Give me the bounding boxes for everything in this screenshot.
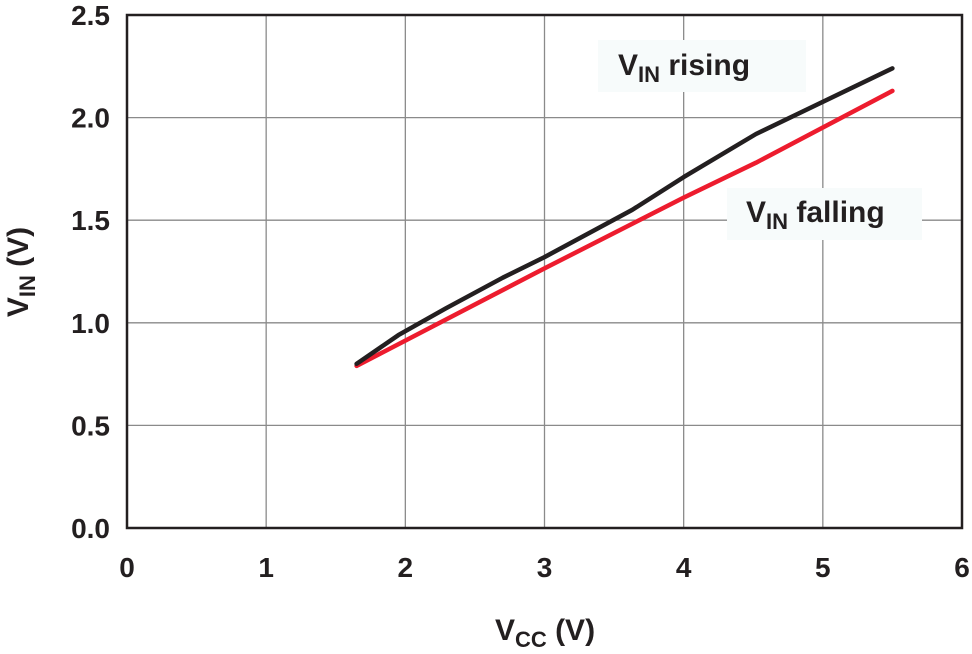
y-tick-label: 2.0 <box>71 103 110 134</box>
x-tick-label: 1 <box>258 552 274 583</box>
y-tick-labels: 0.0 0.5 1.0 1.5 2.0 2.5 <box>71 0 110 544</box>
svg-text:VIN rising: VIN rising <box>618 49 750 87</box>
y-tick-label: 2.5 <box>71 0 110 31</box>
x-tick-labels: 0 1 2 3 4 5 6 <box>119 552 970 583</box>
legend-falling-main: V <box>746 196 766 229</box>
legend-rising-sub: IN <box>638 62 660 87</box>
legend-falling: VIN falling <box>727 188 922 240</box>
series-line-falling <box>354 88 895 369</box>
y-tick-label: 1.0 <box>71 308 110 339</box>
grid <box>126 14 963 529</box>
legend-rising-main: V <box>618 49 638 82</box>
x-tick-label: 2 <box>398 552 414 583</box>
x-axis-label: VCC (V) <box>495 614 595 649</box>
y-axis-label: VIN (V) <box>2 227 40 317</box>
x-tick-label: 5 <box>815 552 831 583</box>
legend-rising-rest: rising <box>660 49 750 82</box>
plot-frame <box>125 13 964 530</box>
x-tick-label: 0 <box>119 552 135 583</box>
x-tick-label: 3 <box>537 552 553 583</box>
x-tick-label: 4 <box>676 552 692 583</box>
x-tick-label: 6 <box>954 552 970 583</box>
svg-text:VIN falling: VIN falling <box>746 196 885 234</box>
y-tick-label: 0.0 <box>71 513 110 544</box>
legend-falling-rest: falling <box>788 196 885 229</box>
legend-rising: VIN rising <box>598 40 806 92</box>
series-lines <box>354 66 895 369</box>
series-line-rising <box>354 66 895 367</box>
y-tick-label: 0.5 <box>71 410 110 441</box>
legend-falling-sub: IN <box>766 209 788 234</box>
y-tick-label: 1.5 <box>71 205 110 236</box>
